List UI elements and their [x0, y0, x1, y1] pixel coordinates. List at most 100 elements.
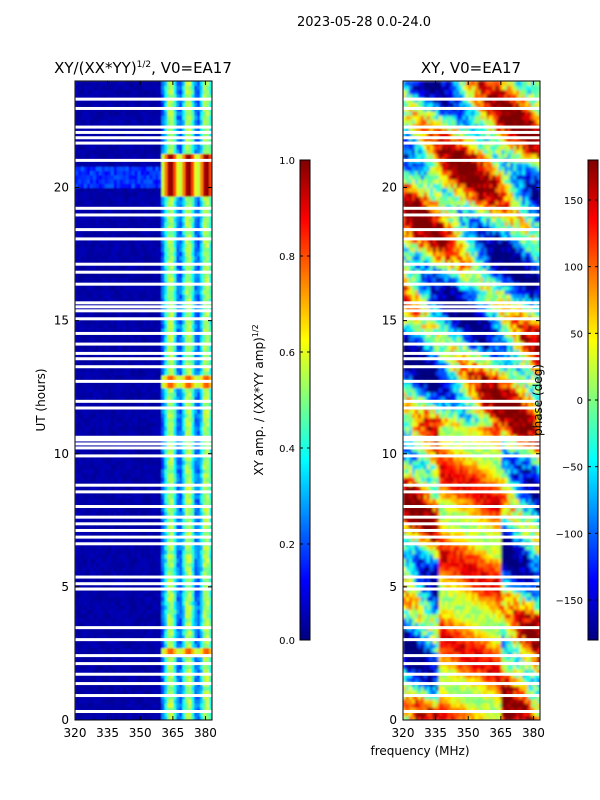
flag-gap	[75, 262, 212, 266]
amp-ylabel: UT (hours)	[34, 368, 48, 431]
figure-title: 2023-05-28 0.0-24.0	[297, 15, 431, 30]
flag-gap	[75, 406, 212, 410]
flag-gap	[403, 587, 540, 591]
flag-gap	[403, 206, 540, 210]
flag-gap	[403, 282, 540, 286]
flag-gap	[403, 435, 540, 439]
flag-gap	[75, 301, 212, 305]
amp-flag-gaps	[75, 97, 212, 714]
x-tick-label: 335	[96, 726, 119, 740]
flag-gap	[403, 638, 540, 642]
amp-ticks: 320 335 350 365 380 0 5 10 15 20	[54, 81, 217, 740]
flag-gap	[75, 342, 212, 346]
flag-gap	[75, 438, 212, 442]
flag-gap	[75, 515, 212, 519]
flag-gap	[403, 228, 540, 232]
colorbar-tick-label: 0	[577, 396, 583, 407]
flag-gap	[75, 141, 212, 145]
flag-gap	[75, 582, 212, 586]
flag-gap	[403, 483, 540, 487]
flag-gap	[403, 136, 540, 140]
panel-phase: XY, V0=EA17 320 335 350 365 380 0 5 10 15 20 freq…	[370, 59, 544, 758]
flag-gap	[403, 575, 540, 579]
flag-gap	[75, 672, 212, 676]
flag-gap	[403, 654, 540, 658]
phase-title: XY, V0=EA17	[421, 59, 521, 77]
colorbar-tick-label: 0.6	[279, 348, 295, 359]
flag-gap	[403, 125, 540, 129]
flag-gap	[403, 357, 540, 361]
flag-gap	[75, 575, 212, 579]
flag-gap	[403, 365, 540, 369]
y-tick-label: 0	[389, 713, 397, 727]
colorbar-tick-label: 150	[564, 196, 583, 207]
colorbar-tick-label: −150	[556, 596, 583, 607]
flag-gap	[403, 454, 540, 458]
flag-gap	[403, 672, 540, 676]
flag-gap	[75, 535, 212, 539]
flag-gap	[403, 662, 540, 666]
colorbar-tick-label: 50	[570, 329, 583, 340]
flag-gap	[75, 587, 212, 591]
flag-gap	[403, 528, 540, 532]
flag-gap	[75, 522, 212, 526]
flag-gap	[75, 483, 212, 487]
flag-gap	[75, 435, 212, 439]
colorbar-tick-label: −50	[562, 463, 583, 474]
colorbar-tick-label: 0.8	[279, 252, 295, 263]
flag-gap	[403, 505, 540, 508]
flag-gap	[75, 228, 212, 232]
flag-gap	[403, 406, 540, 410]
flag-gap	[75, 682, 212, 686]
flag-gap	[75, 399, 212, 403]
phase-flag-gaps	[403, 97, 540, 714]
colorbar-tick-label: 0.0	[279, 636, 295, 647]
flag-gap	[403, 351, 540, 355]
x-tick-label: 365	[489, 726, 512, 740]
panel-amplitude: XY/(XX*YY)1/2, V0=EA17 320 335 350 365 380 0 5…	[34, 59, 232, 740]
flag-gap	[403, 130, 540, 134]
flag-gap	[75, 158, 212, 162]
x-tick-label: 380	[522, 726, 545, 740]
flag-gap	[75, 357, 212, 361]
flag-gap	[403, 158, 540, 162]
x-tick-label: 335	[424, 726, 447, 740]
amp-colorbar-bar	[299, 159, 311, 641]
flag-gap	[75, 213, 212, 217]
colorbar-tick-label: 0.2	[279, 540, 295, 551]
flag-gap	[403, 626, 540, 630]
flag-gap	[75, 694, 212, 698]
flag-gap	[75, 710, 212, 714]
y-tick-label: 15	[54, 314, 69, 328]
phase-axes-frame	[402, 80, 541, 721]
flag-gap	[75, 206, 212, 210]
amp-colorbar: 0.0 0.2 0.4 0.6 0.8 1.0 XY amp. / (XX*YY amp)…	[251, 156, 311, 647]
x-tick-label: 350	[129, 726, 152, 740]
flag-gap	[75, 317, 212, 321]
flag-gap	[403, 331, 540, 335]
flag-gap	[75, 528, 212, 532]
flag-gap	[403, 106, 540, 110]
flag-gap	[75, 365, 212, 369]
flag-gap	[75, 638, 212, 642]
y-tick-label: 20	[54, 181, 69, 195]
flag-gap	[75, 305, 212, 309]
flag-gap	[403, 342, 540, 346]
flag-gap	[403, 490, 540, 494]
flag-gap	[75, 97, 212, 101]
flag-gap	[75, 351, 212, 355]
flag-gap	[75, 446, 212, 450]
flag-gap	[403, 399, 540, 403]
flag-gap	[403, 213, 540, 217]
flag-gap	[75, 442, 212, 446]
flag-gap	[403, 309, 540, 313]
flag-gap	[75, 130, 212, 134]
flag-gap	[75, 282, 212, 286]
flag-gap	[403, 379, 540, 383]
flag-gap	[403, 301, 540, 305]
flag-gap	[403, 438, 540, 442]
flag-gap	[403, 141, 540, 145]
colorbar-tick-label: −100	[556, 529, 583, 540]
phase-colorbar-ticks: −150 −100 −50 0 50 100 150	[556, 196, 598, 607]
